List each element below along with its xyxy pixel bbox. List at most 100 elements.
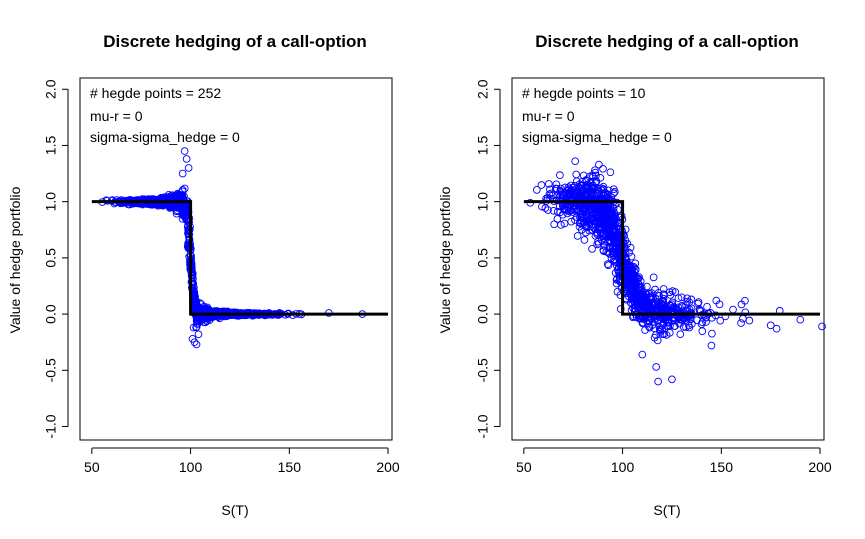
right-chart-title: Discrete hedging of a call-option (535, 32, 799, 51)
data-point (173, 206, 182, 214)
data-point (683, 294, 691, 303)
data-point (547, 189, 555, 198)
data-point (668, 300, 676, 309)
data-point (603, 191, 612, 200)
data-point (163, 199, 172, 208)
data-point (532, 186, 541, 194)
data-point (634, 280, 643, 289)
data-point (603, 260, 612, 268)
data-point (586, 215, 595, 223)
data-point (668, 375, 676, 384)
data-point (558, 190, 567, 198)
data-point (592, 177, 601, 186)
x-tick-label: 50 (516, 459, 532, 475)
data-point (712, 296, 721, 305)
right-axes: 50 100 150 200 -1.0 -0.5 0.0 0.5 1.0 1.5 2.0 (475, 79, 832, 475)
y-tick-label: 0.5 (43, 248, 59, 268)
data-point (659, 285, 668, 293)
data-point (598, 218, 606, 226)
data-point (579, 204, 588, 213)
y-tick-label: 0.0 (43, 304, 59, 324)
left-data-points (91, 147, 389, 349)
data-point (796, 315, 805, 324)
data-point (594, 237, 602, 246)
x-tick-label: 50 (84, 459, 100, 475)
data-point (663, 318, 672, 326)
data-point (192, 340, 201, 349)
data-point (609, 251, 617, 259)
data-point (677, 315, 686, 324)
data-point (180, 211, 188, 220)
data-point (766, 321, 775, 330)
data-point (544, 206, 552, 214)
right-chart-panel: Discrete hedging of a call-option S(T) V… (437, 32, 832, 518)
x-tick-label: 150 (710, 459, 734, 475)
left-chart-title: Discrete hedging of a call-option (103, 32, 367, 51)
data-point (686, 315, 695, 324)
x-tick-label: 200 (376, 459, 400, 475)
right-legend-entry: sigma-sigma_hedge = 0 (522, 129, 672, 145)
data-point (567, 217, 576, 226)
data-point (609, 185, 618, 194)
y-tick-label: 2.0 (475, 79, 491, 99)
data-point (567, 186, 576, 195)
data-point (194, 330, 203, 339)
data-point (591, 166, 599, 175)
data-point (550, 220, 559, 229)
data-point (609, 222, 618, 230)
left-legend-entry: sigma-sigma_hedge = 0 (90, 129, 240, 145)
data-point (180, 147, 189, 155)
left-chart-panel: Discrete hedging of a call-option S(T) V… (7, 32, 400, 518)
data-point (573, 213, 581, 221)
data-point (741, 296, 749, 305)
data-point (178, 169, 187, 178)
data-point (178, 187, 187, 196)
data-point (576, 218, 585, 227)
data-point (625, 281, 633, 289)
data-point (553, 207, 562, 216)
data-point (548, 191, 557, 200)
data-point (640, 298, 649, 306)
data-point (556, 208, 565, 216)
data-point (649, 273, 658, 282)
data-point (624, 275, 633, 283)
data-point (647, 301, 656, 309)
data-point (654, 298, 662, 306)
left-legend-entry: mu-r = 0 (90, 108, 143, 124)
data-point (708, 329, 716, 338)
data-point (597, 184, 605, 193)
data-point (656, 326, 664, 335)
data-point (676, 330, 685, 339)
right-y-axis-label: Value of hedge portfolio (437, 186, 453, 333)
left-y-axis-label: Value of hedge portfolio (7, 186, 23, 333)
x-tick-label: 100 (611, 459, 635, 475)
data-point (745, 316, 754, 325)
y-tick-label: 2.0 (43, 79, 59, 99)
data-point (184, 164, 193, 172)
x-tick-label: 150 (278, 459, 302, 475)
data-point (576, 210, 585, 219)
data-point (571, 157, 580, 166)
data-point (583, 192, 592, 201)
data-point (573, 232, 582, 240)
data-point (599, 185, 607, 194)
data-point (604, 261, 613, 270)
data-point (572, 177, 581, 186)
data-point (580, 218, 589, 226)
data-point (772, 324, 781, 333)
data-point (737, 319, 745, 327)
data-point (575, 180, 584, 189)
data-point (575, 184, 584, 193)
data-point (617, 277, 625, 286)
left-axes: 50 100 150 200 -1.0 -0.5 0.0 0.5 1.0 1.5 2.0 (43, 79, 400, 475)
right-legend-entry: mu-r = 0 (522, 108, 575, 124)
data-point (591, 204, 600, 212)
data-point (648, 321, 657, 329)
left-plot-frame (79, 77, 393, 441)
data-point (631, 265, 640, 274)
data-point (587, 212, 596, 221)
x-tick-label: 200 (808, 459, 832, 475)
payoff-line (91, 200, 389, 316)
data-point (582, 214, 591, 223)
data-point (698, 327, 707, 336)
